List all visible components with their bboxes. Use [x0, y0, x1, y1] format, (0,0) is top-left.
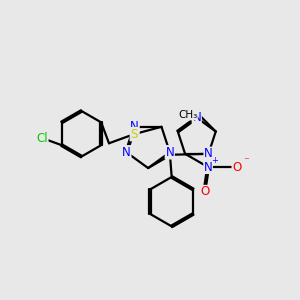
- Text: Cl: Cl: [36, 131, 48, 145]
- Text: O: O: [232, 160, 241, 174]
- Text: ⁻: ⁻: [243, 156, 249, 167]
- Text: N: N: [204, 160, 212, 174]
- Text: N: N: [122, 146, 131, 159]
- Text: O: O: [201, 185, 210, 198]
- Text: N: N: [204, 147, 213, 160]
- Text: CH₃: CH₃: [178, 110, 197, 120]
- Text: N: N: [130, 120, 139, 133]
- Text: +: +: [211, 156, 218, 165]
- Text: N: N: [165, 146, 174, 159]
- Text: S: S: [130, 128, 138, 141]
- Text: N: N: [192, 111, 201, 124]
